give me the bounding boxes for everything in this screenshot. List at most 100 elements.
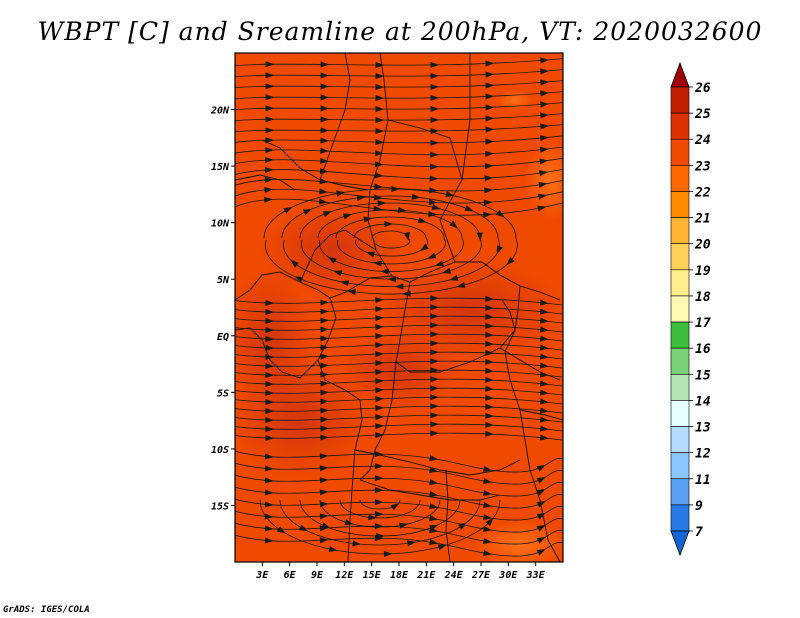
streamline	[235, 124, 563, 133]
streamline-arrow	[430, 376, 439, 383]
colorbar-label: 18	[695, 290, 711, 305]
streamline-arrow	[430, 358, 439, 365]
streamline-arrow	[375, 116, 385, 124]
streamline-arrow	[319, 178, 329, 185]
streamline-arrow	[538, 170, 548, 177]
streamline-arrow	[536, 536, 546, 544]
streamline-arrow	[496, 245, 503, 255]
streamline-arrow	[375, 387, 384, 394]
streamline-arrow	[536, 488, 546, 496]
lon-tick-label: 15E	[363, 570, 382, 581]
streamline-arrow	[430, 421, 439, 428]
streamline-arrow	[419, 243, 429, 252]
streamline-arrow	[375, 351, 384, 358]
streamline-arrow	[265, 94, 275, 101]
streamline-arrow	[411, 193, 421, 200]
streamline-arrow	[333, 270, 343, 277]
streamline-arrow	[536, 512, 546, 520]
colorbar-label: 12	[695, 447, 711, 462]
streamline-arrow	[430, 83, 440, 91]
streamline-arrow	[539, 335, 549, 342]
map-panel	[235, 53, 563, 562]
streamline-arrow	[430, 322, 439, 329]
streamline-arrow	[485, 385, 494, 392]
streamline	[235, 113, 563, 122]
lon-tick-label: 30E	[498, 570, 518, 581]
lon-tick-label: 18E	[390, 570, 409, 581]
streamline-arrow	[375, 432, 384, 439]
streamline-arrow	[539, 299, 549, 306]
streamline-arrow	[380, 268, 389, 275]
colorbar-label: 11	[695, 473, 711, 488]
streamline-arrow	[265, 389, 275, 397]
streamline-arrow	[449, 220, 458, 229]
streamline-arrow	[264, 513, 274, 520]
streamline-arrow	[445, 191, 455, 198]
streamline-arrow	[375, 333, 384, 340]
streamline-arrow	[431, 204, 441, 211]
streamline-arrow	[430, 105, 440, 113]
streamline-arrow	[430, 151, 439, 158]
streamline-arrow	[347, 289, 357, 296]
streamline-arrow	[485, 115, 495, 122]
streamline-arrow	[430, 367, 439, 374]
streamline	[235, 102, 563, 111]
streamline-arrow	[265, 425, 275, 433]
grads-credit: GrADS: IGES/COLA	[3, 605, 90, 615]
streamline-arrow	[539, 389, 549, 396]
colorbar-label: 17	[695, 316, 711, 331]
streamline-arrow	[476, 232, 483, 242]
streamline-arrow	[449, 274, 459, 281]
streamline-arrow	[265, 407, 275, 415]
streamline-arrow	[320, 335, 330, 342]
colorbar-cell	[670, 191, 690, 218]
streamline	[235, 80, 563, 89]
streamline-arrow	[320, 116, 330, 123]
streamline-arrow	[430, 313, 439, 320]
streamline-arrow	[430, 403, 439, 410]
streamline-arrow	[320, 105, 330, 112]
colorbar-cell	[670, 321, 690, 349]
streamline-arrow	[483, 211, 492, 218]
streamline-arrow	[540, 123, 550, 130]
streamline-arrow	[340, 280, 350, 287]
streamline-arrow	[264, 501, 274, 508]
colorbar-label: 21	[694, 212, 711, 227]
streamline-arrow	[375, 150, 384, 157]
streamline-arrow	[319, 537, 329, 544]
streamline-arrow	[540, 79, 550, 86]
streamline-arrow	[485, 150, 494, 157]
streamline-arrow	[320, 157, 329, 164]
streamline-arrow	[430, 116, 440, 124]
streamline-arrow	[320, 362, 330, 369]
streamline-arrow	[319, 513, 329, 520]
streamline	[259, 499, 501, 555]
streamline-arrow	[539, 362, 549, 369]
streamline-arrow	[536, 524, 546, 532]
streamline-arrow	[430, 340, 439, 347]
streamline-arrow	[319, 188, 328, 195]
streamline-arrow	[375, 127, 385, 135]
streamline-arrow	[375, 306, 384, 313]
streamline-arrow	[483, 525, 493, 533]
lat-axis: 20N 15N 10N 5N EQ 5S 10S 15S	[210, 106, 235, 512]
streamline-arrow	[485, 295, 494, 302]
streamline-arrow	[322, 211, 332, 218]
streamline-arrow	[374, 487, 384, 494]
streamline-arrow	[430, 394, 439, 401]
colorbar: 26 25 24 23 22 21 20 19 18 17 16 15 14 13 12 11 9 7	[670, 61, 711, 557]
streamline-arrow	[344, 519, 354, 526]
streamline	[235, 498, 563, 521]
streamline-arrow	[264, 489, 274, 496]
streamline	[317, 209, 464, 272]
streamline	[235, 91, 563, 100]
streamline	[235, 486, 563, 509]
streamline-arrow	[437, 544, 447, 551]
streamline-arrow	[328, 545, 338, 553]
streamline-arrow	[430, 349, 439, 356]
streamline-arrow	[539, 158, 549, 165]
streamline	[235, 462, 563, 485]
streamline-arrow	[539, 380, 549, 387]
colorbar-cell	[670, 347, 690, 375]
streamline-arrow	[352, 540, 362, 547]
